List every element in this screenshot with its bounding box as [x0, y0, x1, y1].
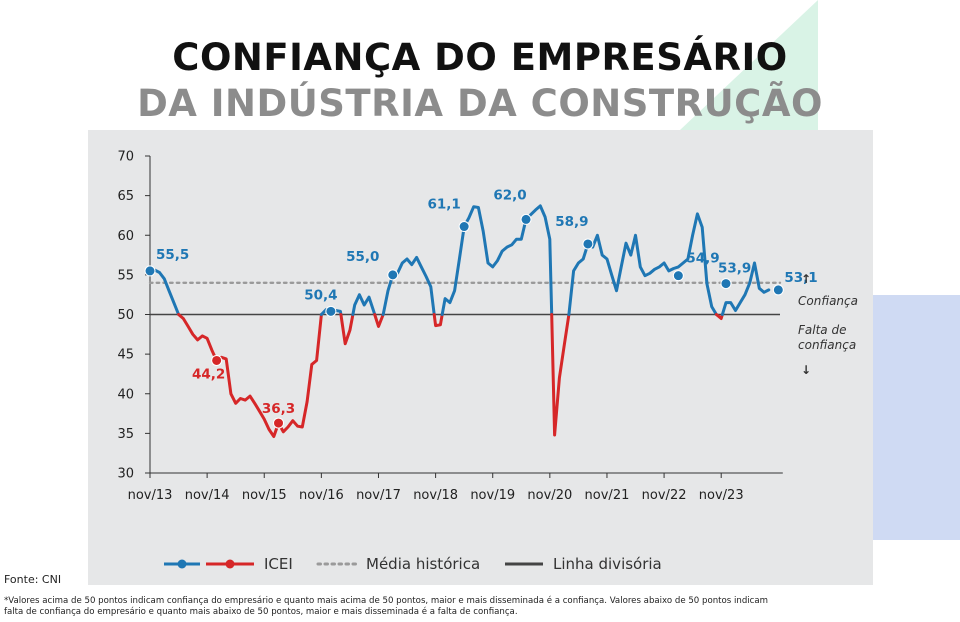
legend-icei-blue-dot — [177, 559, 187, 569]
x-tick-label: nov/14 — [185, 488, 230, 503]
legend-label-average: Média histórica — [366, 555, 480, 573]
icei-line-segment-confidence — [440, 204, 554, 316]
data-value-label: 53,9 — [718, 261, 751, 277]
y-tick-label: 60 — [117, 229, 134, 244]
data-value-label: 53,1 — [784, 270, 817, 286]
data-value-label: 50,4 — [304, 287, 337, 303]
icei-line-segment-lack-of-confidence — [432, 313, 444, 328]
title-line-1: CONFIANÇA DO EMPRESÁRIO — [172, 36, 788, 79]
x-tick-label: nov/18 — [413, 488, 458, 503]
blue-triangle-decoration — [873, 440, 960, 540]
data-point-marker — [772, 284, 784, 296]
data-value-label: 54,9 — [686, 251, 719, 267]
data-point-marker — [273, 417, 285, 429]
y-tick-label: 65 — [117, 189, 134, 204]
y-tick-label: 70 — [117, 150, 134, 165]
x-tick-label: nov/16 — [299, 488, 344, 503]
legend-label-icei: ICEI — [264, 555, 293, 573]
x-tick-label: nov/22 — [642, 488, 687, 503]
footnote: *Valores acima de 50 pontos indicam conf… — [4, 596, 769, 617]
icei-line-segment-confidence — [351, 293, 377, 316]
data-value-label: 44,2 — [192, 366, 225, 382]
x-tick-label: nov/13 — [128, 488, 173, 503]
legend-label-divider: Linha divisória — [553, 555, 662, 573]
legend-icei-red-dot — [225, 559, 235, 569]
lack-of-confidence-label-line2: confiança — [798, 338, 856, 352]
source-note: Fonte: CNI — [4, 573, 62, 586]
lack-of-confidence-label-line1: Falta de — [798, 323, 846, 337]
title-line-2: DA INDÚSTRIA DA CONSTRUÇÃO — [137, 82, 823, 125]
confidence-label: Confiança — [798, 294, 858, 308]
data-value-label: 55,5 — [156, 247, 189, 263]
x-tick-label: nov/23 — [699, 488, 744, 503]
y-tick-label: 35 — [117, 427, 134, 442]
x-tick-label: nov/17 — [356, 488, 401, 503]
data-value-label: 62,0 — [493, 187, 526, 203]
data-point-marker — [325, 305, 337, 317]
data-value-label: 36,3 — [262, 401, 295, 417]
icei-line-segment-confidence — [381, 255, 436, 316]
icei-line-segment-confidence — [720, 261, 771, 316]
data-point-marker — [672, 270, 684, 282]
x-tick-label: nov/15 — [242, 488, 287, 503]
arrow-up-icon: ↑ — [801, 272, 811, 286]
data-point-marker — [458, 221, 470, 233]
data-point-marker — [211, 354, 223, 366]
icei-line-segment-lack-of-confidence — [339, 313, 355, 346]
icei-line-segment-lack-of-confidence — [373, 313, 385, 328]
y-tick-label: 40 — [117, 387, 134, 402]
y-tick-label: 55 — [117, 268, 134, 283]
y-tick-label: 45 — [117, 348, 134, 363]
x-tick-label: nov/21 — [585, 488, 630, 503]
data-point-marker — [520, 213, 532, 225]
icei-line-segment-lack-of-confidence — [550, 313, 571, 437]
data-point-marker — [582, 238, 594, 250]
arrow-down-icon: ↓ — [801, 363, 811, 377]
chart-panel: 30 35 40 45 50 55 60 65 70 nov/13 nov/14 nov/15 nov/… — [88, 130, 873, 585]
x-tick-label: nov/20 — [527, 488, 572, 503]
y-tick-label: 50 — [117, 308, 134, 323]
blue-block-decoration — [873, 295, 960, 540]
icei-chart: 30 35 40 45 50 55 60 65 70 nov/13 nov/14 nov/15 nov/… — [117, 150, 858, 574]
y-tick-label: 30 — [117, 467, 134, 482]
x-tick-label: nov/19 — [470, 488, 515, 503]
data-value-label: 58,9 — [555, 214, 588, 230]
icei-line-segment-lack-of-confidence — [177, 313, 323, 438]
data-value-label: 55,0 — [346, 249, 379, 265]
data-point-marker — [144, 265, 156, 277]
data-point-marker — [387, 269, 399, 281]
icei-line-segment-confidence — [148, 268, 181, 316]
data-value-label: 61,1 — [428, 197, 461, 213]
icei-line-segment-confidence — [567, 212, 718, 316]
data-point-marker — [720, 278, 732, 290]
